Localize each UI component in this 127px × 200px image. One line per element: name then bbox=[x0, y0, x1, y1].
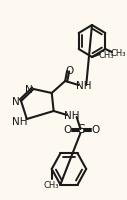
Text: NH: NH bbox=[64, 110, 80, 120]
Text: S: S bbox=[77, 123, 85, 136]
Text: NH: NH bbox=[12, 116, 28, 126]
Text: O: O bbox=[66, 66, 74, 76]
Text: CH₃: CH₃ bbox=[111, 48, 126, 57]
Text: NH: NH bbox=[76, 81, 91, 91]
Text: CH₃: CH₃ bbox=[44, 181, 59, 190]
Text: N: N bbox=[25, 85, 33, 95]
Text: O: O bbox=[92, 124, 100, 134]
Text: O: O bbox=[63, 124, 71, 134]
Text: CH₃: CH₃ bbox=[99, 50, 114, 59]
Text: N: N bbox=[12, 97, 20, 106]
